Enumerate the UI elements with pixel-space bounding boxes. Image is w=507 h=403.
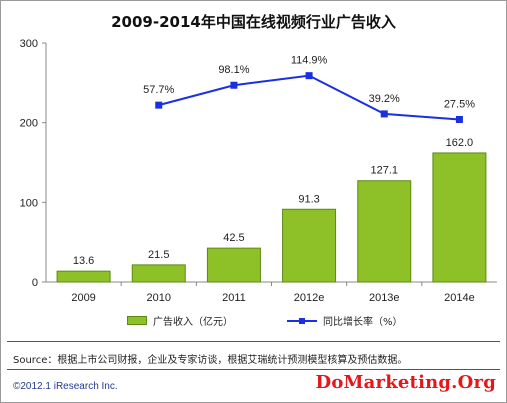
bar-value-label: 21.5 (148, 249, 169, 261)
legend-label-ad-revenue: 广告收入（亿元） (153, 317, 233, 328)
growth-rate-label: 27.5% (444, 98, 475, 110)
legend-bar-swatch (127, 316, 147, 325)
copyright: ©2012.1 iResearch Inc. (13, 381, 118, 392)
growth-rate-marker (155, 101, 163, 109)
divider-top (7, 341, 500, 342)
growth-rate-label: 39.2% (369, 93, 400, 105)
bar (282, 208, 337, 283)
y-tick-label: 200 (20, 118, 38, 130)
growth-rate-marker (455, 115, 463, 123)
growth-rate-label: 57.7% (143, 84, 174, 96)
x-tick-label: 2011 (222, 292, 246, 301)
x-tick-label: 2014e (444, 292, 475, 301)
bar (432, 152, 487, 283)
bar-value-label: 162.0 (446, 137, 474, 149)
x-tick-label: 2013e (369, 292, 400, 301)
y-tick-label: 100 (20, 197, 38, 209)
legend-line-swatch (287, 316, 317, 326)
x-tick-label: 2012e (294, 292, 325, 301)
chart-title: 2009-2014年中国在线视频行业广告收入 (111, 13, 396, 31)
legend-label-growth-rate: 同比增长率（%） (323, 317, 403, 328)
divider-bottom (7, 369, 500, 370)
y-tick-label: 300 (20, 38, 38, 50)
bar (56, 270, 111, 283)
bar-value-label: 13.6 (73, 255, 94, 267)
growth-rate-line (158, 74, 460, 121)
growth-rate-marker (305, 72, 313, 80)
bar (206, 247, 261, 283)
bar (357, 180, 412, 283)
growth-rate-marker (230, 81, 238, 89)
legend-item-growth-rate: 同比增长率（%） (287, 313, 403, 328)
x-tick-label: 2010 (147, 292, 171, 301)
chart-legend: 广告收入（亿元） 同比增长率（%） (1, 313, 506, 328)
bar (131, 264, 186, 283)
growth-rate-label: 98.1% (218, 64, 249, 76)
source-note: Source：根据上市公司财报，企业及专家访谈，根据艾瑞统计预测模型核算及预估数… (13, 355, 408, 366)
growth-rate-label: 114.9% (291, 55, 328, 67)
growth-rate-marker (380, 110, 388, 118)
watermark: DoMarketing.Org (315, 372, 496, 393)
legend-item-ad-revenue: 广告收入（亿元） (127, 313, 233, 328)
bar-value-label: 42.5 (223, 232, 244, 244)
bar-value-label: 91.3 (298, 193, 319, 205)
x-tick-label: 2009 (71, 292, 95, 301)
bar-value-label: 127.1 (370, 165, 398, 177)
chart-plot: 0 100 200 300 13.6 2009 21.5 2010 42.5 2011 91.3 20… (20, 38, 497, 301)
y-tick-label: 0 (32, 277, 38, 289)
